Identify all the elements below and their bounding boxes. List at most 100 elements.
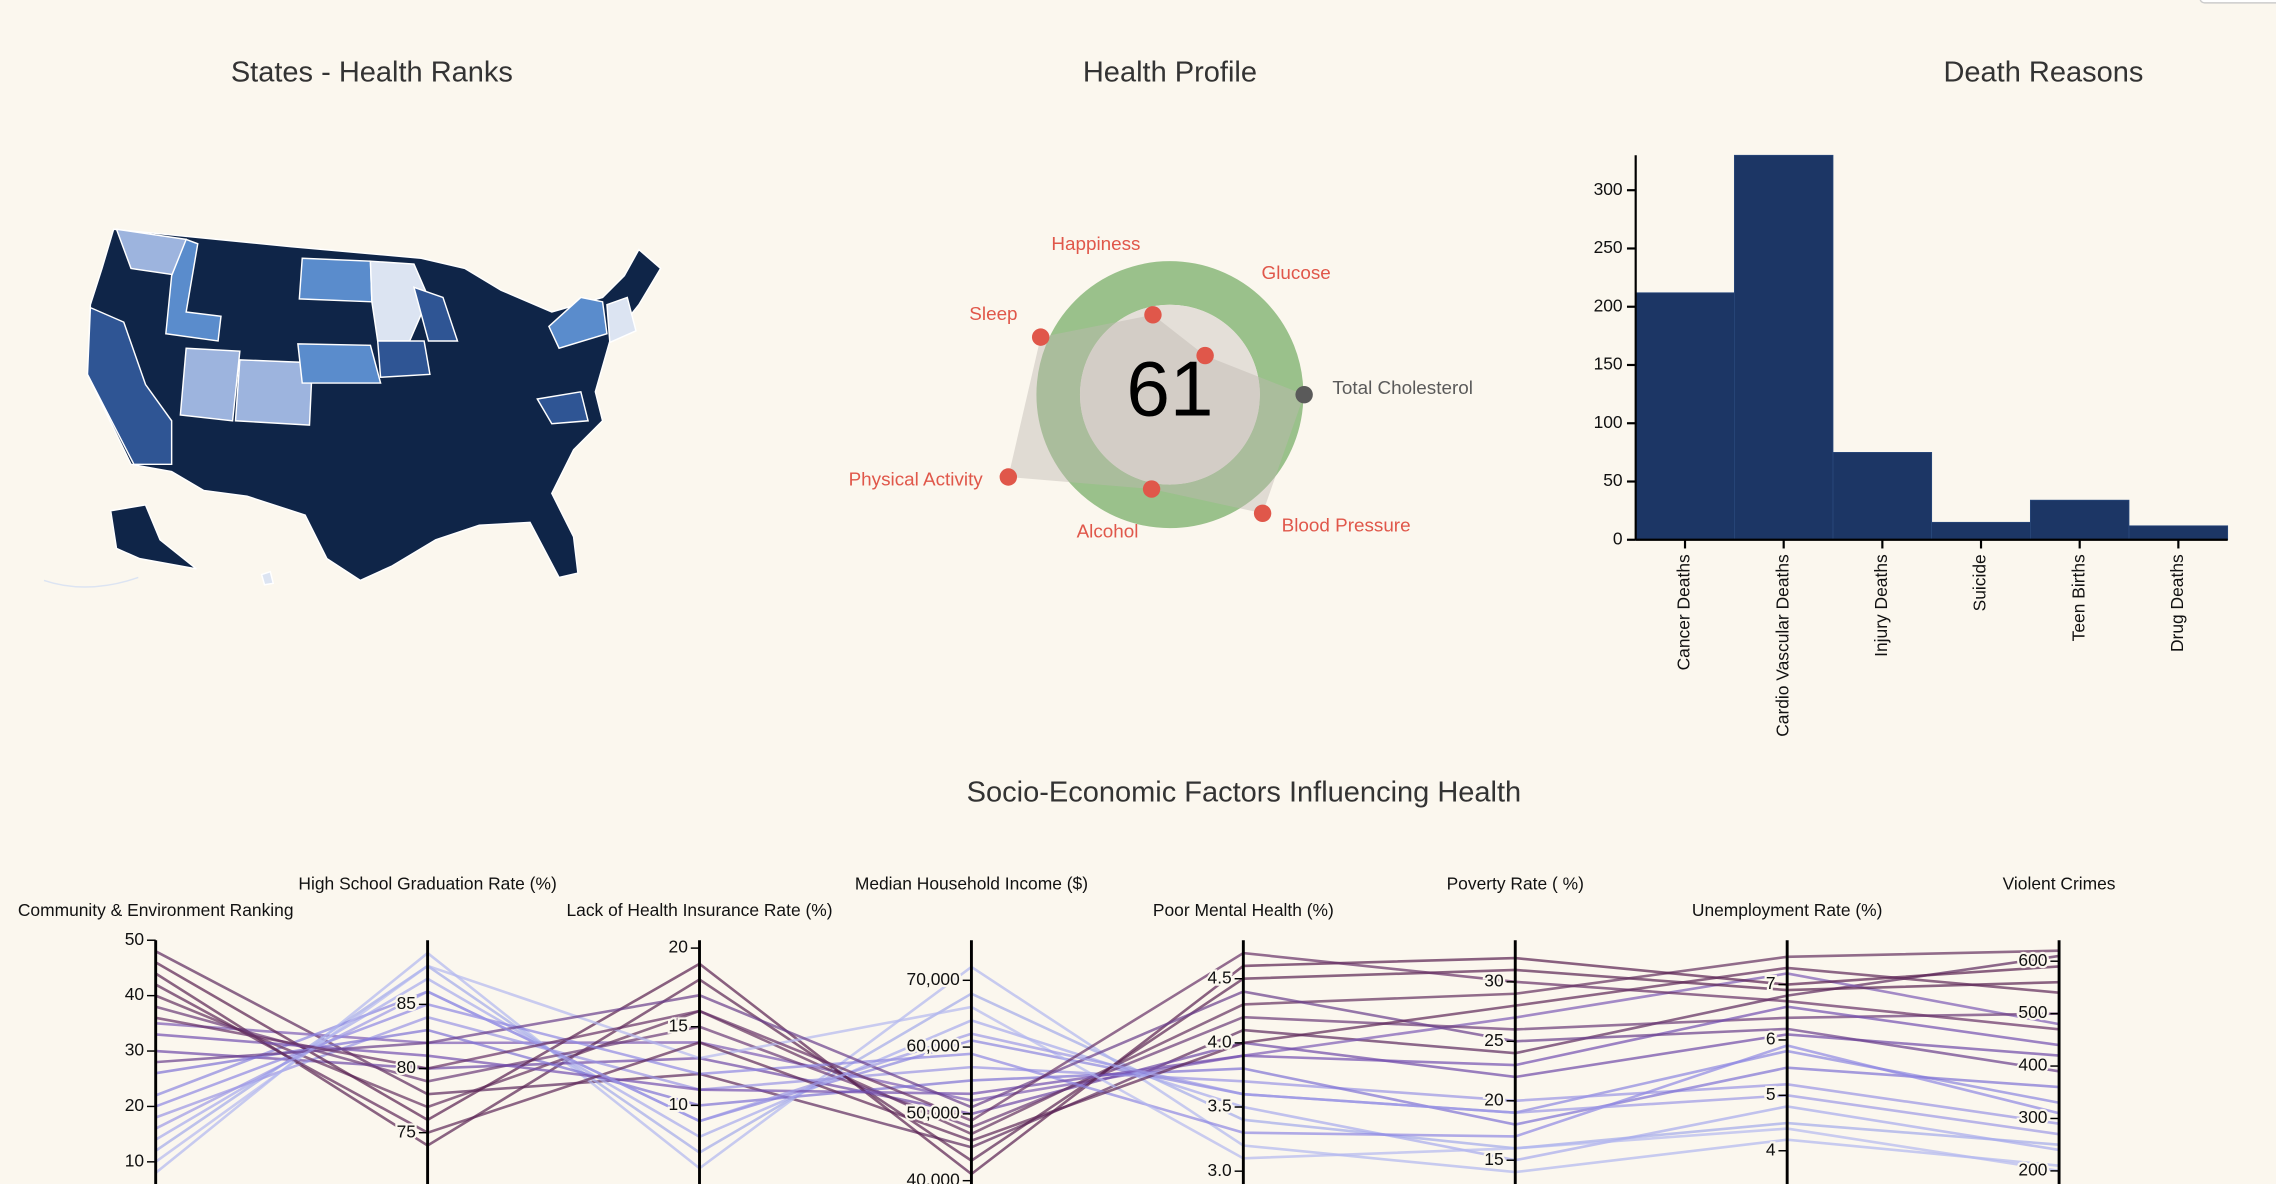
profile-line bbox=[154, 951, 2060, 1174]
dimension-label: Lack of Health Insurance Rate (%) bbox=[566, 900, 832, 920]
profile-line bbox=[155, 1033, 2060, 1116]
state bbox=[548, 296, 608, 350]
dimension-label: Community & Environment Ranking bbox=[18, 900, 294, 920]
dimension-label: Median Household Income ($) bbox=[855, 874, 1088, 894]
x-tick-label: Cardio Vascular Deaths bbox=[1772, 554, 1792, 737]
y-tick-label: 20 bbox=[125, 1095, 144, 1115]
y-tick-label: 6 bbox=[1766, 1029, 1776, 1049]
y-tick-label: 200 bbox=[1594, 295, 1623, 315]
state bbox=[412, 286, 459, 342]
y-tick-label: 100 bbox=[1594, 412, 1623, 432]
bar-chart: Cancer Deaths Cardio Vascular Deaths Injur… bbox=[1594, 154, 2229, 737]
dimension-label: Violent Crimes bbox=[2003, 874, 2116, 894]
state bbox=[536, 390, 589, 425]
y-tick-label: 60,000 bbox=[907, 1036, 960, 1056]
profile-point bbox=[1031, 328, 1050, 346]
y-tick-label: 3.5 bbox=[1208, 1096, 1232, 1116]
profile-line bbox=[155, 951, 2060, 1123]
y-tick-label: 15 bbox=[669, 1015, 688, 1035]
y-tick-label: 4 bbox=[1766, 1139, 1776, 1159]
y-tick-label: 70,000 bbox=[907, 969, 960, 989]
y-tick-label: 30 bbox=[1484, 970, 1503, 990]
y-tick-label: 4.5 bbox=[1208, 967, 1232, 987]
y-tick-label: 7 bbox=[1766, 973, 1776, 993]
profile-point bbox=[1142, 480, 1161, 498]
dimension-label: Poverty Rate ( %) bbox=[1447, 874, 1584, 894]
profile-point bbox=[1144, 306, 1162, 324]
bar bbox=[1931, 521, 2031, 541]
y-tick-label: 15 bbox=[1484, 1149, 1503, 1169]
y-tick-label: 50,000 bbox=[907, 1102, 960, 1122]
score: 61 bbox=[1126, 344, 1213, 432]
bar-title: Death Reasons bbox=[1943, 57, 2143, 89]
axis-label: Blood Pressure bbox=[1282, 515, 1411, 536]
profile-line bbox=[155, 1003, 2060, 1138]
axis-label: Glucose bbox=[1262, 262, 1331, 283]
y-tick-label: 150 bbox=[1594, 354, 1623, 374]
score-ring bbox=[1036, 261, 1304, 529]
bar bbox=[2029, 499, 2130, 541]
y-tick-label: 250 bbox=[1594, 237, 1623, 257]
y-tick-label: 3.0 bbox=[1208, 1160, 1232, 1180]
axis-label: Happiness bbox=[1051, 233, 1140, 254]
bar bbox=[2128, 525, 2229, 541]
y-tick-label: 85 bbox=[397, 993, 416, 1013]
axis-label: Physical Activity bbox=[849, 468, 984, 489]
profile-line bbox=[155, 966, 2060, 1142]
y-tick-label: 200 bbox=[2018, 1159, 2047, 1179]
hawaii bbox=[260, 570, 275, 586]
map-title: States - Health Ranks bbox=[231, 57, 513, 89]
x-tick-label: Injury Deaths bbox=[1871, 554, 1891, 657]
y-tick-label: 75 bbox=[397, 1121, 416, 1141]
state bbox=[179, 347, 241, 422]
profile-line bbox=[155, 1005, 2060, 1129]
y-tick-label: 50 bbox=[1603, 470, 1622, 490]
radar-title: Health Profile bbox=[1083, 57, 1257, 89]
y-tick-label: 20 bbox=[1484, 1089, 1503, 1109]
profile-line bbox=[155, 990, 2060, 1109]
y-tick-label: 10 bbox=[669, 1094, 688, 1114]
x-tick-label: Teen Births bbox=[2068, 554, 2088, 641]
y-tick-label: 40 bbox=[125, 984, 144, 1004]
profile-area bbox=[1008, 314, 1305, 514]
y-tick-label: 400 bbox=[2018, 1055, 2047, 1075]
y-tick-label: 80 bbox=[397, 1057, 416, 1077]
x-tick-label: Drug Deaths bbox=[2167, 554, 2187, 652]
bar bbox=[1635, 292, 1735, 541]
axis-label: Alcohol bbox=[1077, 520, 1139, 541]
profile-point bbox=[1196, 346, 1214, 365]
state bbox=[606, 296, 637, 344]
state bbox=[165, 238, 222, 342]
parallel-chart: Community & Environment Ranking 10 20 30 40 5… bbox=[18, 874, 2116, 1184]
y-tick-label: 20 bbox=[669, 937, 688, 957]
x-tick-label: Suicide bbox=[1970, 554, 1990, 611]
us-map bbox=[43, 228, 662, 588]
radar: Happiness Glucose Total Cholesterol Blood P… bbox=[849, 233, 1473, 541]
y-tick-label: 300 bbox=[2018, 1107, 2047, 1127]
corner-widget[interactable] bbox=[2199, 0, 2276, 4]
profile-line bbox=[155, 990, 2060, 1136]
dimension-label: High School Graduation Rate (%) bbox=[298, 874, 556, 894]
y-tick-label: 10 bbox=[125, 1150, 144, 1170]
state bbox=[297, 343, 382, 384]
dimension-label: Poor Mental Health (%) bbox=[1153, 900, 1334, 920]
state bbox=[376, 340, 431, 379]
x-tick-label: Cancer Deaths bbox=[1674, 554, 1694, 670]
y-tick-label: 5 bbox=[1766, 1084, 1776, 1104]
y-tick-label: 0 bbox=[1613, 528, 1623, 548]
islands bbox=[43, 576, 139, 588]
profile-line bbox=[155, 956, 2060, 1176]
state bbox=[86, 306, 173, 466]
y-tick-label: 4.0 bbox=[1208, 1031, 1232, 1051]
axis-label: Total Cholesterol bbox=[1332, 377, 1472, 398]
y-tick-label: 300 bbox=[1594, 179, 1623, 199]
profile-line bbox=[155, 1005, 2060, 1096]
y-tick-label: 25 bbox=[1484, 1030, 1503, 1050]
y-tick-label: 500 bbox=[2018, 1002, 2047, 1022]
profile-point bbox=[1253, 504, 1272, 522]
state bbox=[298, 257, 373, 303]
profile-line bbox=[154, 964, 2060, 1173]
y-tick-label: 30 bbox=[125, 1040, 144, 1060]
